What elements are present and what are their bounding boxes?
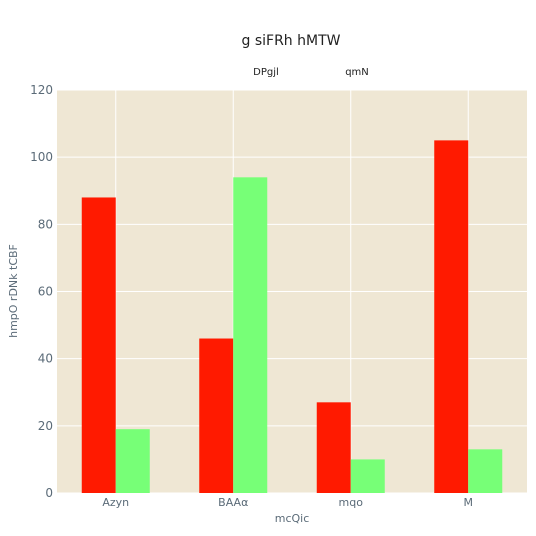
bar-1-2 <box>199 338 234 493</box>
y-tick-label: 40 <box>38 352 53 366</box>
y-tick-label: 60 <box>38 285 53 299</box>
bar-2-1 <box>115 429 150 493</box>
y-axis-ticks: 0 20 40 60 80 100 120 <box>30 83 53 500</box>
x-axis-label: mcQic <box>275 512 310 525</box>
x-tick-label: Azyn <box>102 496 129 509</box>
legend-entry-1: DPgjl <box>253 67 279 78</box>
chart-title: g siFRh hMTW <box>242 33 341 49</box>
legend-entry-2: qmN <box>345 67 369 78</box>
bar-2-2 <box>233 177 268 494</box>
bar-1-3 <box>316 402 351 493</box>
y-tick-label: 0 <box>45 486 53 500</box>
x-tick-label: M <box>464 496 474 509</box>
x-tick-label: mqo <box>339 496 364 509</box>
y-tick-label: 120 <box>30 83 53 97</box>
y-tick-label: 20 <box>38 419 53 433</box>
bar-2-4 <box>468 449 503 493</box>
legend: DPgjl qmN <box>253 67 369 78</box>
y-tick-label: 100 <box>30 150 53 164</box>
y-tick-label: 80 <box>38 217 53 231</box>
bar-2-3 <box>350 459 385 493</box>
x-axis-ticks: Azyn BAAα mqo M <box>102 496 473 509</box>
y-axis-label: hmpO rDNk tCBF <box>7 244 20 338</box>
bars <box>81 140 503 494</box>
bar-1-1 <box>81 197 116 493</box>
x-tick-label: BAAα <box>218 496 248 509</box>
bar-1-4 <box>434 140 469 493</box>
